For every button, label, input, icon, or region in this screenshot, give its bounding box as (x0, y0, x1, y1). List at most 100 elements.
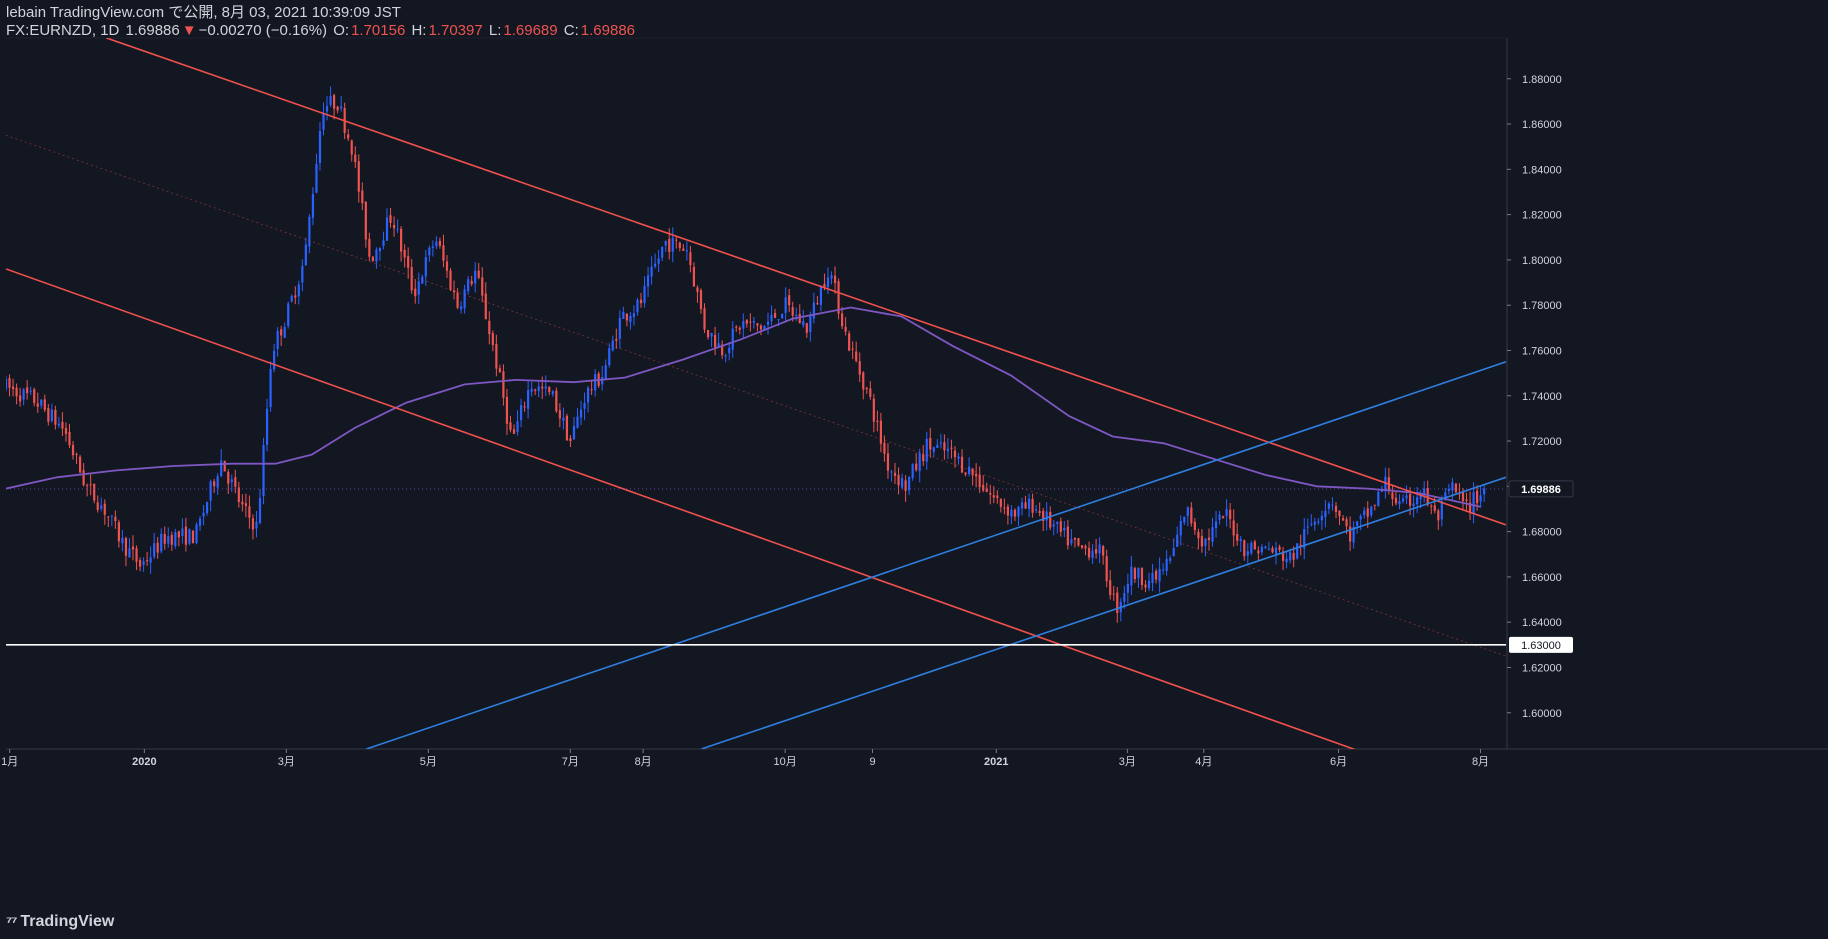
candle (658, 250, 660, 272)
candle (1141, 567, 1143, 589)
candle (982, 475, 984, 492)
candle (933, 447, 935, 457)
candle-body (1158, 569, 1160, 582)
candle (1116, 587, 1118, 623)
candle-body (188, 529, 190, 544)
price-tick-label: 1.80000 (1522, 255, 1562, 267)
candle-body (739, 328, 741, 330)
candle (816, 296, 818, 305)
candle-body (777, 319, 779, 320)
candle-body (880, 421, 882, 444)
candle-body (996, 495, 998, 498)
candle-body (583, 403, 585, 409)
plot-area (5, 38, 1506, 803)
price-tick-label: 1.64000 (1522, 617, 1562, 629)
candle (15, 384, 17, 405)
candle-body (979, 475, 981, 487)
candle-body (538, 386, 540, 391)
candle-body (1063, 528, 1065, 531)
candle-body (269, 369, 271, 407)
candle-body (439, 241, 441, 246)
candle-body (1257, 551, 1259, 554)
candle (1437, 509, 1439, 530)
candle (495, 335, 497, 377)
candle (806, 323, 808, 338)
candle-body (393, 225, 395, 228)
candle (665, 241, 667, 252)
candle-body (30, 391, 32, 392)
candle (375, 247, 377, 269)
candle-body (217, 476, 219, 487)
candle-body (1106, 556, 1108, 581)
price-chart[interactable]: 1.600001.620001.640001.660001.680001.700… (0, 0, 1828, 939)
candle (1067, 520, 1069, 550)
candle (1162, 563, 1164, 575)
candle-body (396, 229, 398, 230)
candle (943, 434, 945, 459)
candle (97, 495, 99, 512)
candle-body (919, 453, 921, 471)
candle-body (661, 247, 663, 258)
candle (915, 453, 917, 472)
candle-body (44, 399, 46, 410)
candle (975, 463, 977, 487)
candle (273, 344, 275, 372)
candle-body (531, 389, 533, 392)
candle-body (1405, 496, 1407, 499)
candle (954, 446, 956, 468)
candle-body (1187, 507, 1189, 516)
candle (527, 381, 529, 418)
candle (1391, 485, 1393, 506)
candle-body (1247, 551, 1249, 555)
candle-body (400, 229, 402, 252)
candle (1106, 550, 1108, 588)
candle-body (407, 256, 409, 268)
candle (118, 520, 120, 548)
candle (386, 208, 388, 241)
candle-body (146, 560, 148, 561)
candle-body (1014, 510, 1016, 517)
candle-body (552, 391, 554, 394)
candle-body (1176, 535, 1178, 547)
candle-body (950, 448, 952, 449)
candle-body (153, 543, 155, 557)
candle (322, 102, 324, 135)
candle (1031, 494, 1033, 518)
candle (329, 86, 331, 107)
candle-body (749, 322, 751, 323)
candle-body (774, 313, 776, 318)
candle-body (1275, 548, 1277, 554)
candle (217, 473, 219, 495)
candle-body (26, 387, 28, 393)
candle (1077, 538, 1079, 547)
candle (478, 263, 480, 279)
candle-body (562, 418, 564, 421)
candle-body (1338, 511, 1340, 517)
candle-body (241, 502, 243, 505)
candle-body (1462, 492, 1464, 501)
candle (725, 354, 727, 363)
candle (957, 453, 959, 465)
candle (333, 94, 335, 120)
candle-body (933, 447, 935, 451)
candle (368, 233, 370, 261)
candle-body (548, 387, 550, 392)
candle-body (75, 454, 77, 455)
candle-body (1134, 568, 1136, 579)
candle-body (1483, 488, 1485, 494)
candle-body (389, 215, 391, 223)
candle (481, 267, 483, 302)
candle-body (167, 536, 169, 544)
candle (1236, 523, 1238, 546)
candle-body (1201, 536, 1203, 546)
candle (107, 516, 109, 527)
tradingview-footer[interactable]: ⁷⁷ TradingView (6, 913, 114, 931)
price-tick-label: 1.60000 (1522, 708, 1562, 720)
candle (1084, 544, 1086, 555)
candle-body (37, 403, 39, 406)
candle (964, 472, 966, 476)
candle-body (375, 250, 377, 262)
candle-body (594, 374, 596, 390)
candle-body (322, 113, 324, 130)
candle-body (1222, 516, 1224, 518)
